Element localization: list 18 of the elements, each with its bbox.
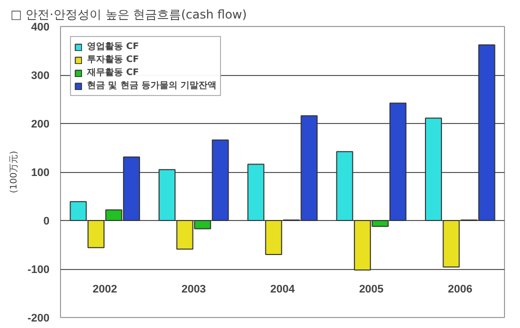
y-tick-label: 200 [31, 118, 50, 130]
x-tick-label: 2003 [181, 284, 206, 296]
legend-label: 현금 및 현금 등가물의 기말잔액 [87, 80, 217, 92]
y-tick-label: -200 [27, 312, 50, 324]
x-tick-label: 2002 [92, 284, 118, 296]
legend-label: 투자활동 CF [87, 54, 139, 66]
y-tick-label: 300 [31, 70, 50, 82]
y-axis-title: (100万元) [8, 150, 20, 194]
y-tick-label: -100 [27, 264, 50, 276]
legend-label: 영업활동 CF [87, 41, 139, 53]
x-tick-label: 2006 [448, 284, 472, 296]
chart-title: □ 안전·안정성이 높은 현금흐름(cash flow) [10, 8, 247, 22]
y-tick-label: 100 [31, 167, 50, 179]
x-tick-label: 2004 [270, 284, 296, 296]
y-tick-label: 400 [31, 22, 50, 34]
legend-label: 재무활동 CF [87, 67, 139, 79]
y-tick-label: 0 [43, 216, 50, 228]
x-tick-label: 2005 [359, 284, 384, 296]
